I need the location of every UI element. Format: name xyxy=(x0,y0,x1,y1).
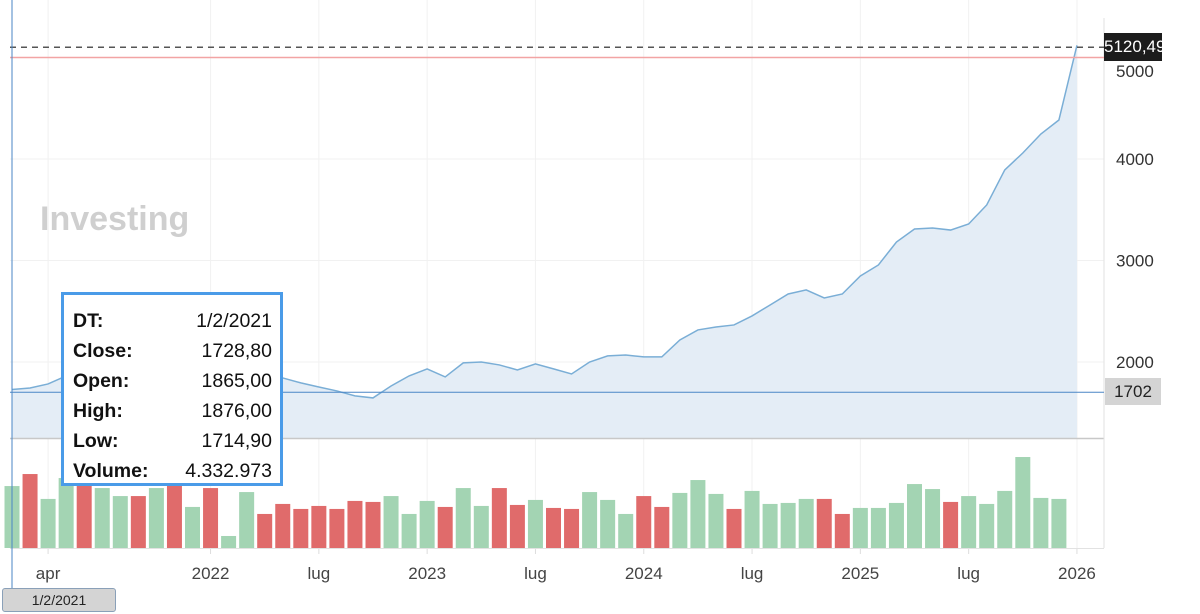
volume-bar xyxy=(907,484,922,548)
volume-bar xyxy=(58,478,74,548)
volume-bar xyxy=(203,488,219,548)
volume-bar xyxy=(618,513,634,548)
volume-bar xyxy=(509,504,525,548)
volume-bar xyxy=(455,488,471,548)
current-price-label: 5120,49 xyxy=(1104,33,1165,61)
y-tick-label: 3000 xyxy=(1116,252,1154,271)
price-area xyxy=(12,45,1077,438)
volume-bar xyxy=(275,503,291,548)
volume-bar xyxy=(600,499,616,548)
volume-bar xyxy=(491,488,507,548)
tooltip-row-low: Low: 1714,90 xyxy=(73,426,272,456)
volume-bar xyxy=(293,508,309,548)
volume-bar xyxy=(925,489,941,548)
volume-bar xyxy=(40,498,56,548)
label: Low: xyxy=(73,430,119,452)
volume-bar xyxy=(311,505,327,548)
volume-bar xyxy=(221,535,237,548)
volume-bar xyxy=(76,482,92,548)
label: Volume: xyxy=(73,460,149,482)
tooltip-row-high: High: 1876,00 xyxy=(73,396,272,426)
x-tick-label: lug xyxy=(524,564,547,583)
volume-bar xyxy=(329,508,345,548)
volume-bar xyxy=(636,496,652,548)
volume-bar xyxy=(852,507,868,548)
label: Close: xyxy=(73,340,133,362)
y-tick-label: 2000 xyxy=(1116,353,1154,372)
x-tick-label: lug xyxy=(741,564,764,583)
x-tick-label: 2026 xyxy=(1058,564,1096,583)
volume-bar xyxy=(726,508,742,548)
volume-bar xyxy=(888,502,904,548)
volume-bar xyxy=(347,500,363,548)
x-tick-label: 2025 xyxy=(841,564,879,583)
volume-bar xyxy=(961,496,977,548)
label: Open: xyxy=(73,370,130,392)
volume-bar xyxy=(564,508,580,548)
volume-bar xyxy=(708,493,724,548)
label: High: xyxy=(73,400,123,422)
volume-bar xyxy=(744,490,760,548)
value: 1865,00 xyxy=(201,370,273,392)
volume-bar xyxy=(437,506,453,548)
tooltip-row-close: Close: 1728,80 xyxy=(73,336,272,366)
x-tick-label: 2023 xyxy=(408,564,446,583)
volume-bar xyxy=(780,502,796,548)
volume-bar xyxy=(473,505,489,548)
tooltip-row-date: DT: 1/2/2021 xyxy=(73,306,272,336)
volume-bar xyxy=(582,492,598,548)
value: 1876,00 xyxy=(201,400,273,422)
volume-bar xyxy=(257,513,273,548)
volume-bar xyxy=(979,503,995,548)
volume-bar xyxy=(546,507,561,548)
volume-bar xyxy=(94,488,110,548)
volume-bar xyxy=(148,488,164,548)
volume-bar xyxy=(943,501,959,548)
volume-bar xyxy=(383,496,399,548)
volume-bar xyxy=(527,499,543,548)
watermark-logo: Investing xyxy=(40,200,189,238)
label: DT: xyxy=(73,310,104,332)
x-tick-label: 2022 xyxy=(192,564,230,583)
tooltip-row-open: Open: 1865,00 xyxy=(73,366,272,396)
crosshair-date-label: 1/2/2021 xyxy=(2,588,116,612)
x-tick-label: lug xyxy=(308,564,331,583)
volume-bar xyxy=(762,503,778,548)
volume-bar xyxy=(130,496,146,548)
tooltip-row-volume: Volume: 4.332.973 xyxy=(73,456,272,486)
volume-bar xyxy=(1033,497,1049,548)
volume-bar xyxy=(112,496,128,548)
volume-bar xyxy=(870,507,886,548)
volume-bar xyxy=(654,506,670,548)
volume-bar xyxy=(22,474,38,548)
volume-bar xyxy=(672,492,688,548)
volume-bar xyxy=(690,480,706,548)
x-tick-label: lug xyxy=(957,564,980,583)
crosshair-price-label: 1702 xyxy=(1105,378,1161,405)
volume-bar xyxy=(239,492,255,548)
volume-bar xyxy=(166,480,182,548)
value: 1728,80 xyxy=(201,340,273,362)
volume-bar xyxy=(365,501,381,548)
volume-bar xyxy=(401,513,417,548)
x-tick-label: apr xyxy=(36,564,61,583)
value: 1714,90 xyxy=(201,430,273,452)
volume-bar xyxy=(798,498,814,548)
ohlc-tooltip: DT: 1/2/2021 Close: 1728,80 Open: 1865,00 H… xyxy=(61,292,283,486)
volume-bar xyxy=(419,500,435,548)
volume-bar xyxy=(997,490,1013,548)
volume-bar xyxy=(816,498,832,548)
volume-bar xyxy=(1051,498,1067,548)
x-tick-label: 2024 xyxy=(625,564,663,583)
volume-bar xyxy=(1015,457,1031,548)
volume-bar xyxy=(834,513,850,548)
value: 1/2/2021 xyxy=(196,310,272,332)
volume-bar xyxy=(185,506,200,548)
y-tick-label: 5000 xyxy=(1116,62,1154,81)
y-tick-label: 4000 xyxy=(1116,150,1154,169)
value: 4.332.973 xyxy=(185,460,272,482)
